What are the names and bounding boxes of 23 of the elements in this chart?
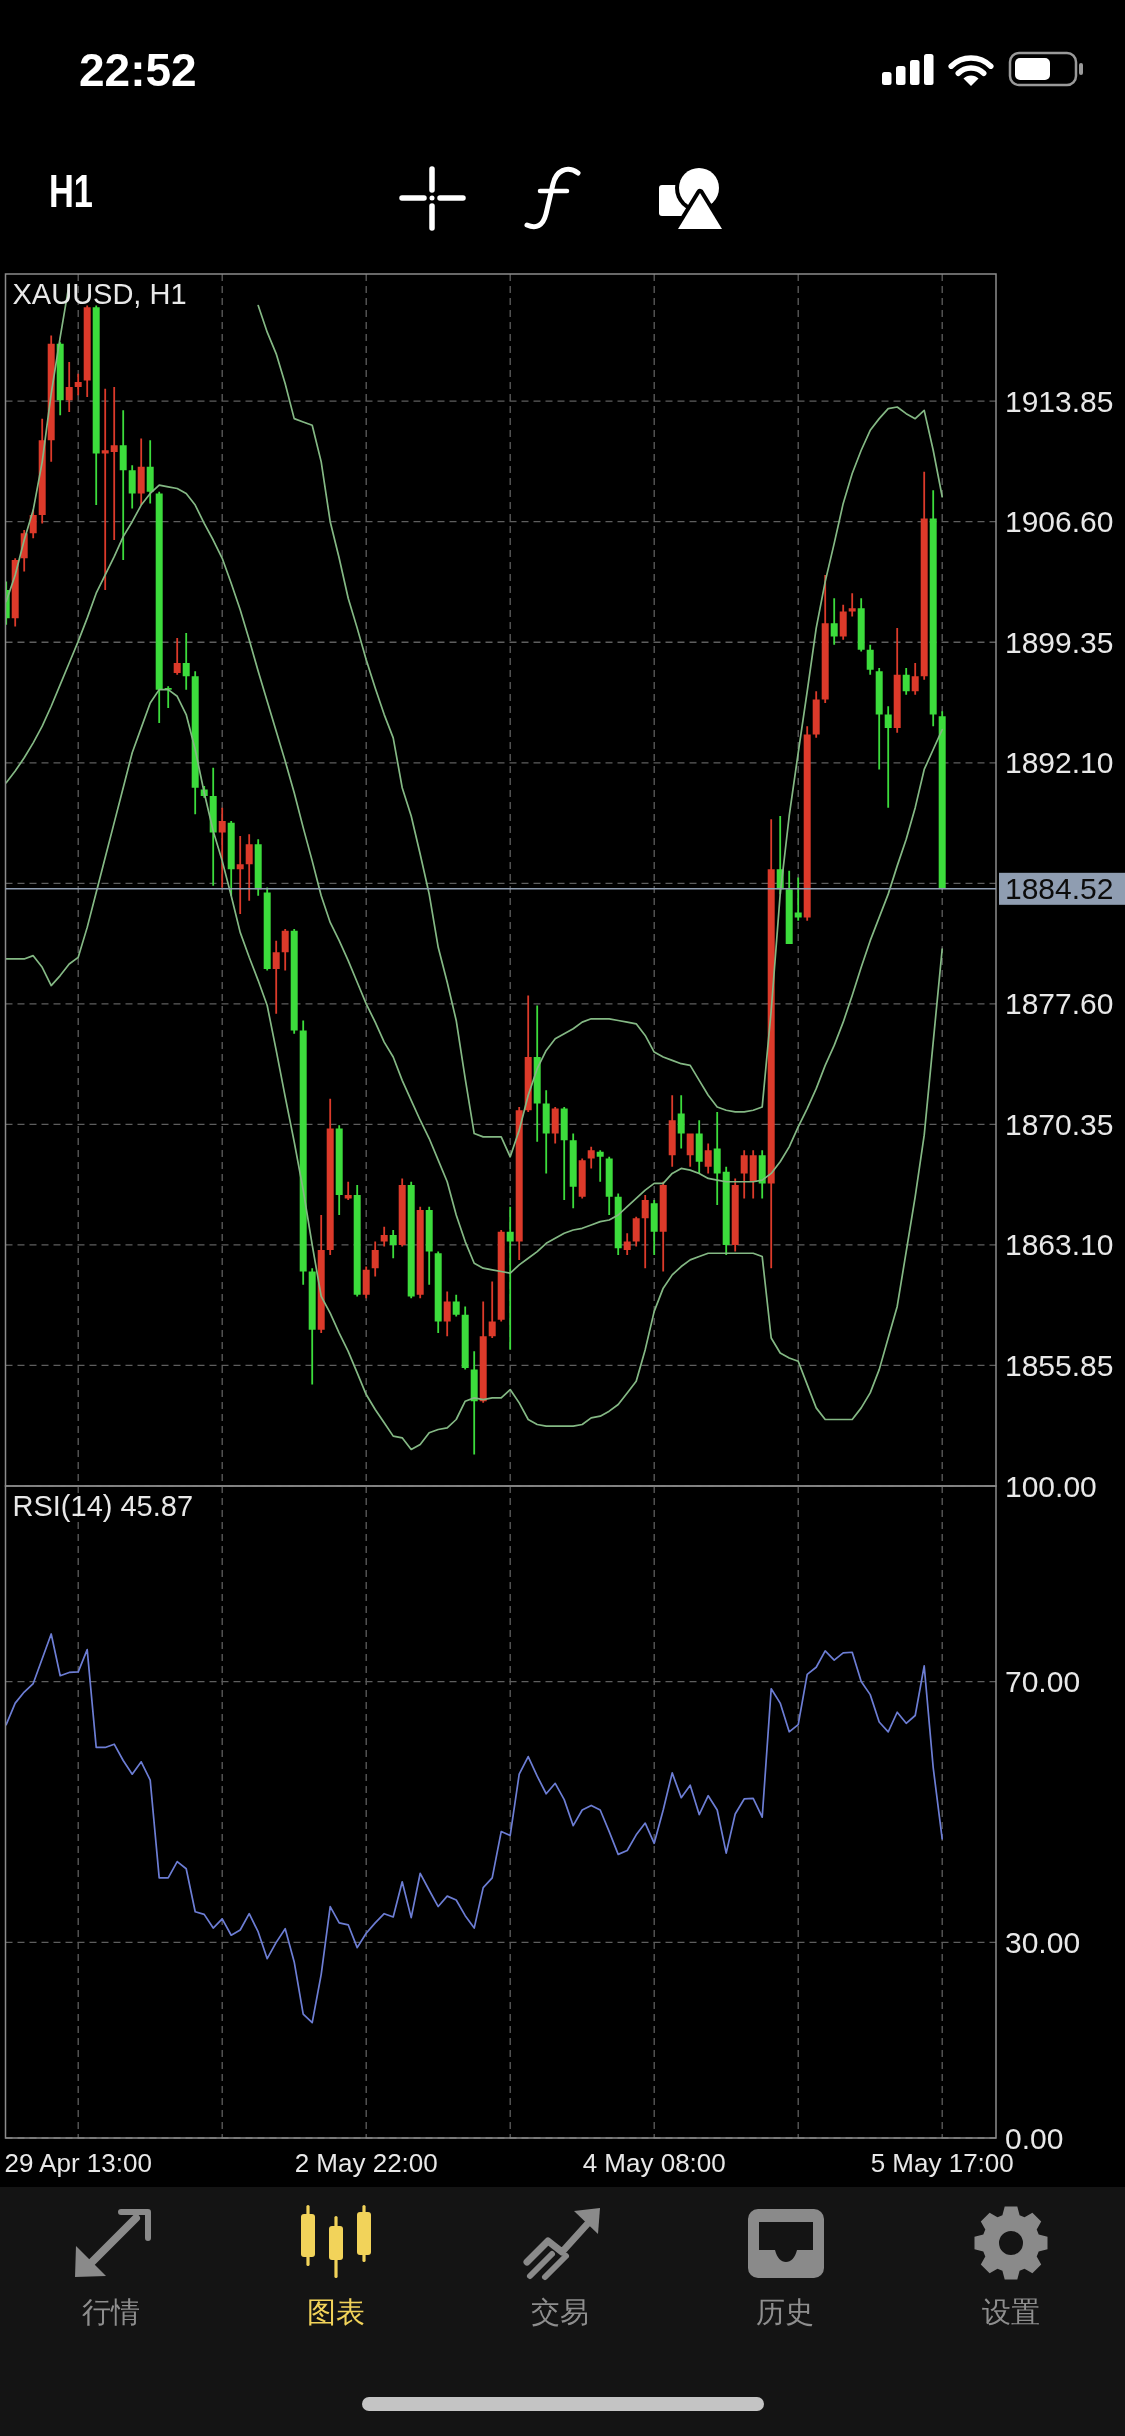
text: 图表 [307,2295,365,2329]
ref-line-label: 1884.52 [1005,872,1114,906]
text: 行情 [82,2295,140,2329]
y-tick-label: 70.00 [1005,1665,1081,1699]
chart-title: RSI(14) 45.87 [12,1490,194,1522]
y-tick-label: 1870.35 [1005,1107,1114,1141]
text: 交易 [531,2295,589,2329]
x-tick-label: 29 Apr 13:00 [4,2148,152,2178]
y-tick-label: 30.00 [1005,1925,1081,1959]
text: 历史 [756,2295,814,2329]
y-tick-label: 1899.35 [1005,625,1114,659]
y-tick-label: 1892.10 [1005,746,1114,780]
x-tick-label: 4 May 08:00 [582,2148,726,2178]
text: 设置 [982,2295,1040,2329]
y-tick-label: 1855.85 [1005,1348,1114,1382]
y-tick-label: 1863.10 [1005,1228,1114,1262]
y-tick-label: 1877.60 [1005,987,1114,1021]
y-tick-label: 1913.85 [1005,384,1114,418]
x-tick-label: 2 May 22:00 [294,2148,438,2178]
text: 22:52 [79,44,197,96]
text: H1 [49,165,108,217]
y-tick-label: 1906.60 [1005,505,1114,539]
y-tick-label: 100.00 [1005,1469,1097,1503]
